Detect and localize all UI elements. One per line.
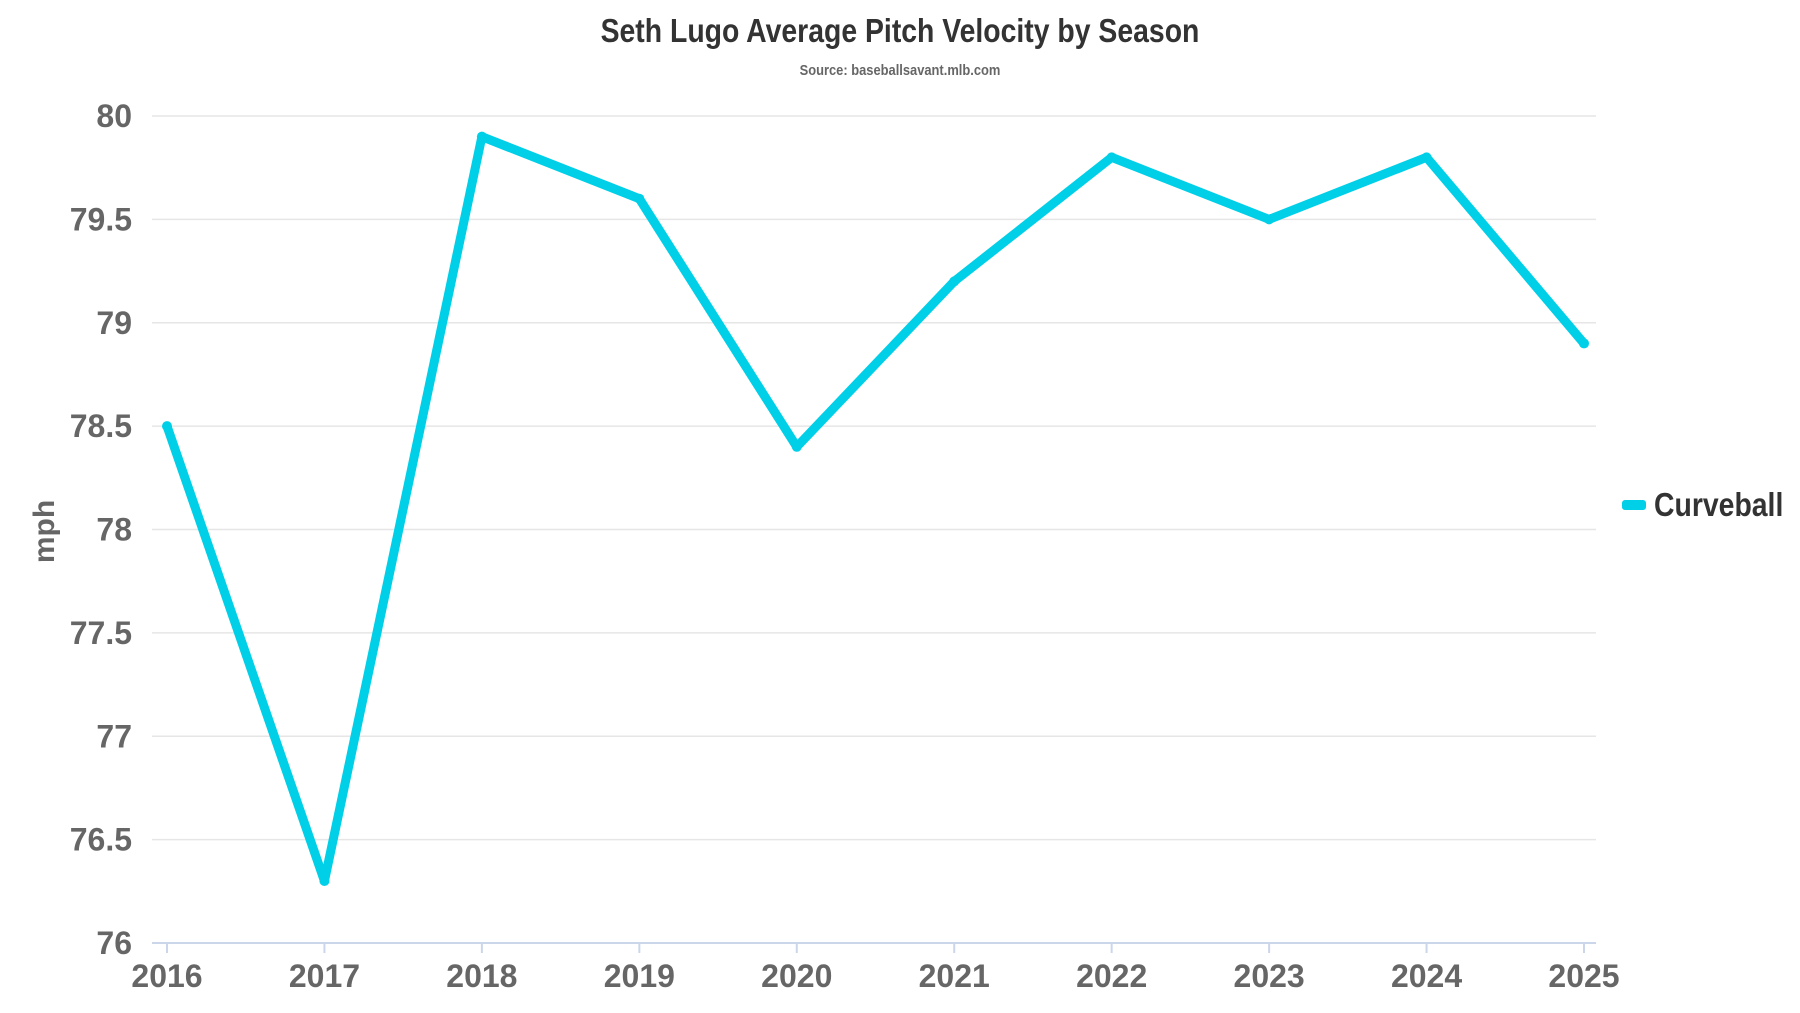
x-tick-label: 2018 (446, 958, 517, 994)
y-tick-label: 78 (96, 512, 132, 548)
y-tick-label: 76 (96, 925, 132, 961)
y-tick-label: 76.5 (70, 822, 132, 858)
x-tick-label: 2016 (131, 958, 202, 994)
legend-item-curveball[interactable]: Curveball (1622, 486, 1800, 524)
data-point[interactable] (949, 276, 960, 287)
data-point[interactable] (162, 421, 172, 432)
y-tick-label: 77 (96, 718, 132, 754)
y-axis-ticks: 76 76.5 77 77.5 78 78.5 79 79.5 80 (70, 98, 132, 961)
chart-subtitle: Source: baseballsavant.mlb.com (799, 62, 1001, 79)
x-tick-label: 2019 (604, 958, 675, 994)
legend-swatch (1622, 500, 1646, 510)
data-point[interactable] (1106, 152, 1117, 163)
x-tick-label: 2020 (761, 958, 832, 994)
y-tick-label: 80 (96, 98, 132, 134)
x-tick-label: 2021 (919, 958, 990, 994)
data-point[interactable] (319, 875, 330, 886)
data-point[interactable] (791, 441, 802, 452)
y-axis-title: mph (28, 500, 61, 563)
y-tick-label: 78.5 (70, 408, 132, 444)
y-tick-label: 77.5 (70, 615, 132, 651)
x-tick-label: 2017 (289, 958, 360, 994)
x-axis-ticks: 2016 2017 2018 2019 2020 2021 2022 2023 2024 2025 (131, 943, 1620, 994)
x-tick-label: 2025 (1548, 958, 1619, 994)
chart-title: Seth Lugo Average Pitch Velocity by Seas… (600, 12, 1200, 49)
series-line (162, 132, 1589, 886)
x-tick-label: 2024 (1391, 958, 1462, 994)
legend-label: Curveball (1654, 486, 1784, 523)
data-point[interactable] (1264, 214, 1275, 225)
data-point[interactable] (476, 131, 487, 142)
series-curveball (162, 131, 1589, 886)
data-point[interactable] (1421, 152, 1432, 163)
x-tick-label: 2022 (1076, 958, 1147, 994)
gridlines (152, 115, 1596, 944)
y-tick-label: 79 (96, 305, 132, 341)
data-point[interactable] (1579, 338, 1589, 349)
data-point[interactable] (634, 193, 645, 204)
y-tick-label: 79.5 (70, 201, 132, 237)
x-tick-label: 2023 (1234, 958, 1305, 994)
